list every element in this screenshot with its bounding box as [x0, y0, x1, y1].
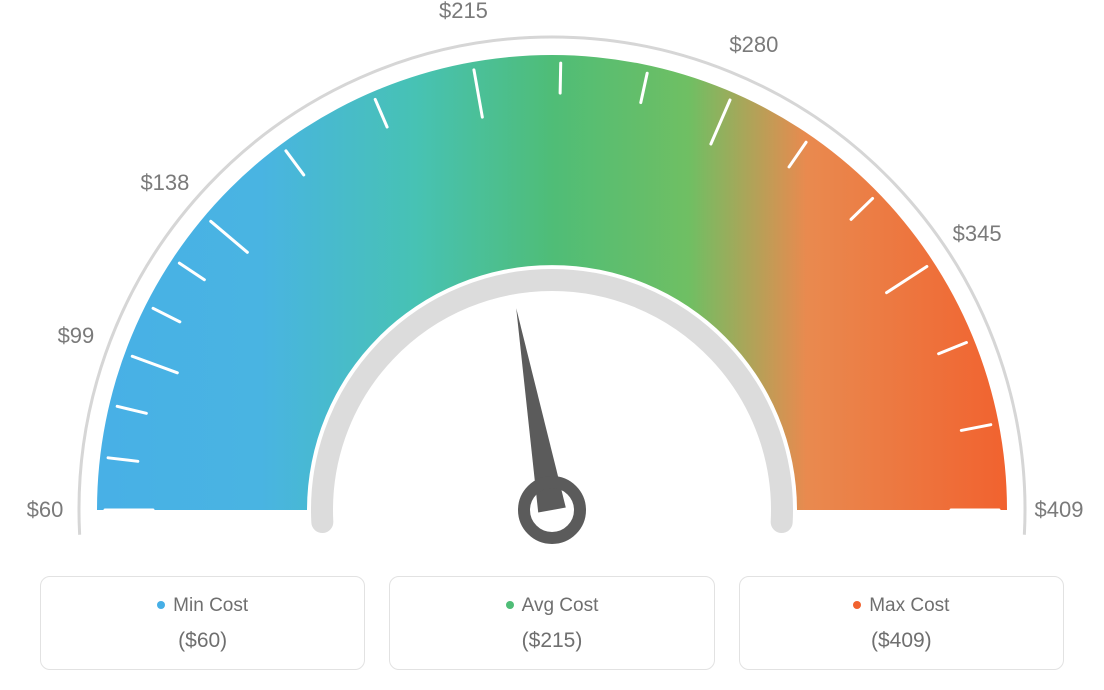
gauge-tick-label: $409 — [1035, 497, 1084, 523]
legend-value-min: ($60) — [51, 629, 354, 653]
dot-icon — [853, 601, 861, 609]
gauge-tick-label: $345 — [953, 221, 1002, 247]
legend-card-min: Min Cost ($60) — [40, 576, 365, 670]
gauge-tick-label: $215 — [439, 0, 488, 24]
legend-title-max: Max Cost — [750, 595, 1053, 617]
gauge-tick-label: $280 — [729, 32, 778, 58]
legend-value-max: ($409) — [750, 629, 1053, 653]
legend-row: Min Cost ($60) Avg Cost ($215) Max Cost … — [40, 576, 1064, 670]
gauge-chart-container: $60 $99 $138 $215 $280 $345 $409 Min Cost ($60… — [0, 0, 1104, 690]
gauge-tick-label: $60 — [27, 497, 64, 523]
legend-title-min: Min Cost — [51, 595, 354, 617]
legend-value-avg: ($215) — [400, 629, 703, 653]
gauge-area: $60 $99 $138 $215 $280 $345 $409 — [0, 0, 1104, 560]
legend-title-avg: Avg Cost — [400, 595, 703, 617]
legend-label-max: Max Cost — [869, 595, 949, 616]
dot-icon — [506, 601, 514, 609]
legend-label-min: Min Cost — [173, 595, 248, 616]
gauge-tick-label: $99 — [58, 323, 95, 349]
legend-label-avg: Avg Cost — [522, 595, 599, 616]
gauge-svg — [0, 0, 1104, 560]
dot-icon — [157, 601, 165, 609]
legend-card-avg: Avg Cost ($215) — [389, 576, 714, 670]
gauge-tick-label: $138 — [140, 170, 189, 196]
legend-card-max: Max Cost ($409) — [739, 576, 1064, 670]
